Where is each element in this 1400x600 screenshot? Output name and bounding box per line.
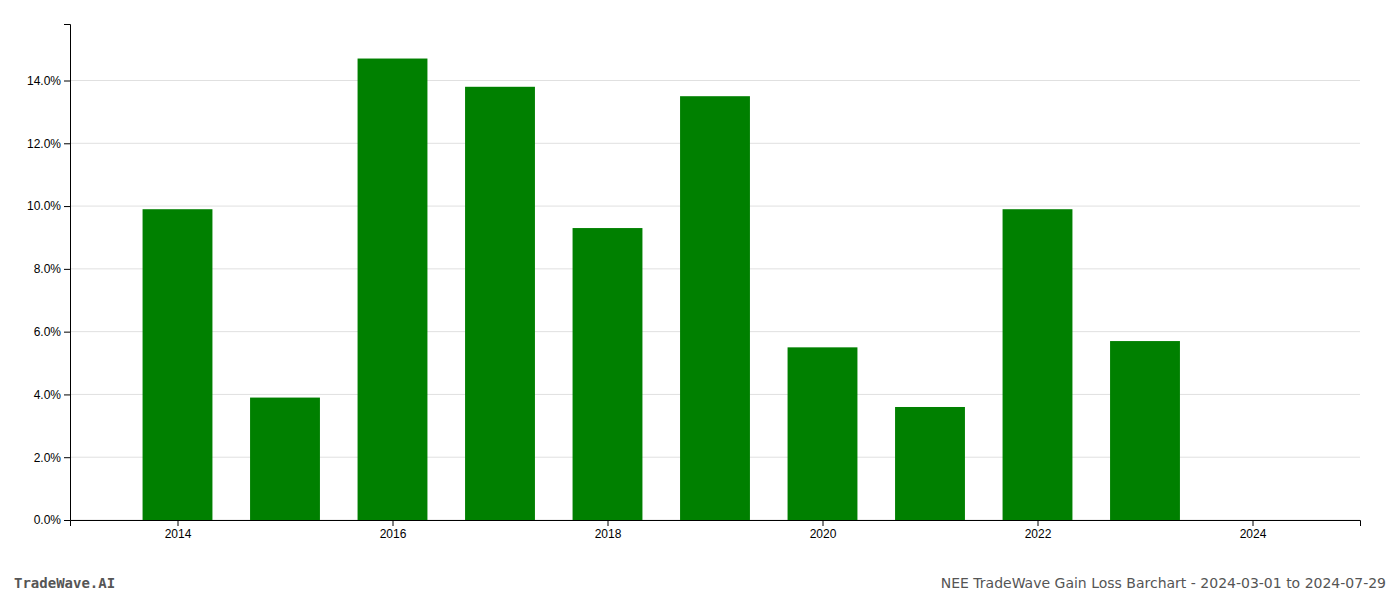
grid-line: [70, 80, 1360, 81]
annotation: TradeWave.AI: [14, 575, 115, 591]
tick-label: 6.0%: [34, 325, 62, 339]
tick-mark: [1253, 520, 1254, 526]
tick: 4.0%: [34, 388, 70, 402]
y-axis: 0.0% 2.0% 4.0% 6.0% 8.0% 10.0% 12.0% 14.0%: [27, 25, 71, 528]
tick-mark: [823, 520, 824, 526]
tick: 2022: [1025, 520, 1052, 541]
bar: [465, 87, 535, 520]
bars: [143, 59, 1180, 520]
tick-mark: [64, 206, 70, 207]
chart: 0.0%2.0%4.0%6.0%8.0%10.0%12.0%14.0%20142…: [0, 0, 1400, 600]
tick-mark: [1038, 520, 1039, 526]
tick-label: 2022: [1025, 527, 1052, 541]
x-axis: 2014 2016 2018 2020 2022 2024: [71, 520, 1361, 541]
tick-mark: [178, 520, 179, 526]
tick-label: 8.0%: [34, 262, 62, 276]
tick-label: 4.0%: [34, 388, 62, 402]
tick-label: 2.0%: [34, 451, 62, 465]
bar: [1003, 209, 1073, 520]
tick-mark: [64, 520, 70, 521]
bar: [358, 59, 428, 520]
bar: [895, 407, 965, 520]
axis-line: [64, 25, 71, 521]
tick-mark: [64, 332, 70, 333]
tick-label: 2020: [810, 527, 837, 541]
tick-label: 2016: [380, 527, 407, 541]
tick-mark: [64, 269, 70, 270]
bar: [680, 96, 750, 520]
tick: 12.0%: [27, 137, 70, 151]
tick: 0.0%: [34, 513, 70, 527]
tick-mark: [64, 143, 70, 144]
tick: 2018: [595, 520, 622, 541]
tick: 10.0%: [27, 199, 70, 213]
tick-label: 12.0%: [27, 137, 61, 151]
tick-mark: [64, 457, 70, 458]
tick-label: 14.0%: [27, 74, 61, 88]
tick: 2024: [1240, 520, 1267, 541]
tick-mark: [64, 394, 70, 395]
tick-label: 2014: [165, 527, 192, 541]
bar: [573, 228, 643, 520]
bar: [143, 209, 213, 520]
grid: [70, 81, 1360, 520]
tick-mark: [393, 520, 394, 526]
tick: 2.0%: [34, 451, 70, 465]
tick-label: 0.0%: [34, 513, 62, 527]
tick: 2014: [165, 520, 192, 541]
tick-label: 2018: [595, 527, 622, 541]
plot: 0.0%2.0%4.0%6.0%8.0%10.0%12.0%14.0%20142…: [27, 25, 1361, 541]
tick-label: 10.0%: [27, 199, 61, 213]
tick: 8.0%: [34, 262, 70, 276]
axis-line: [71, 521, 1361, 527]
tick: 6.0%: [34, 325, 70, 339]
tick: 2016: [380, 520, 407, 541]
tick: 2020: [810, 520, 837, 541]
bar: [1110, 341, 1180, 520]
tick-label: 2024: [1240, 527, 1267, 541]
annotation: NEE TradeWave Gain Loss Barchart - 2024-…: [941, 575, 1386, 591]
tick-mark: [64, 81, 70, 82]
bar: [788, 347, 858, 520]
tick-mark: [608, 520, 609, 526]
tick: 14.0%: [27, 74, 70, 88]
bar: [250, 398, 320, 520]
